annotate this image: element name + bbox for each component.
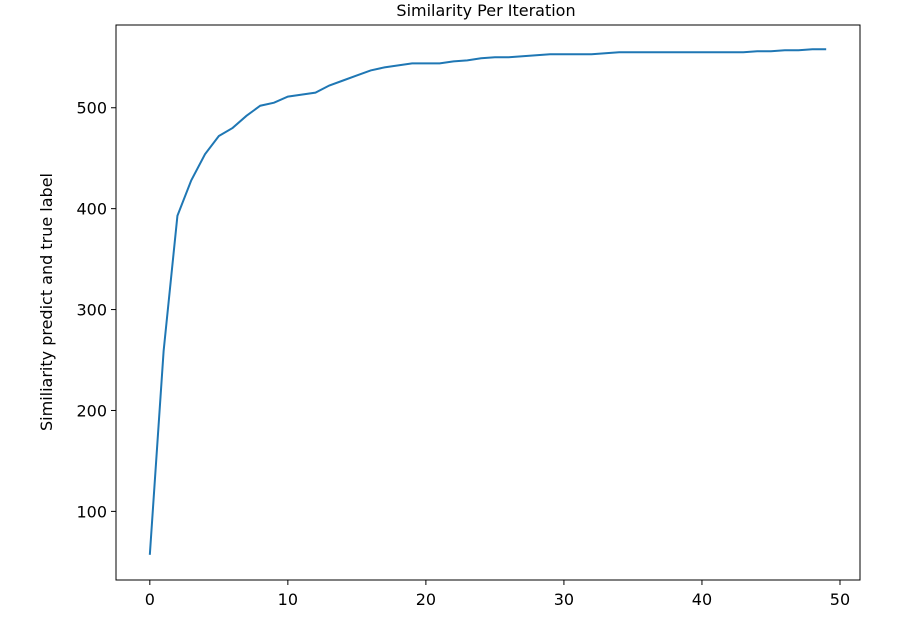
y-tick-label: 200 — [76, 401, 107, 420]
plot-frame — [115, 24, 861, 581]
y-axis-label: Similiarity predict and true label — [37, 173, 56, 431]
x-tick-label: 0 — [145, 590, 155, 609]
x-tick-label: 30 — [554, 590, 574, 609]
y-tick-label: 300 — [76, 301, 107, 320]
y-tick-label: 500 — [76, 99, 107, 118]
data-line — [148, 48, 827, 555]
chart-title: Similarity Per Iteration — [396, 1, 575, 20]
x-axis-label: Iteration — [452, 618, 520, 621]
y-tick-label: 400 — [76, 200, 107, 219]
x-tick-label: 10 — [278, 590, 298, 609]
x-tick-label: 40 — [692, 590, 712, 609]
y-tick-label: 100 — [76, 502, 107, 521]
x-tick-label: 50 — [830, 590, 850, 609]
x-tick-label: 20 — [416, 590, 436, 609]
